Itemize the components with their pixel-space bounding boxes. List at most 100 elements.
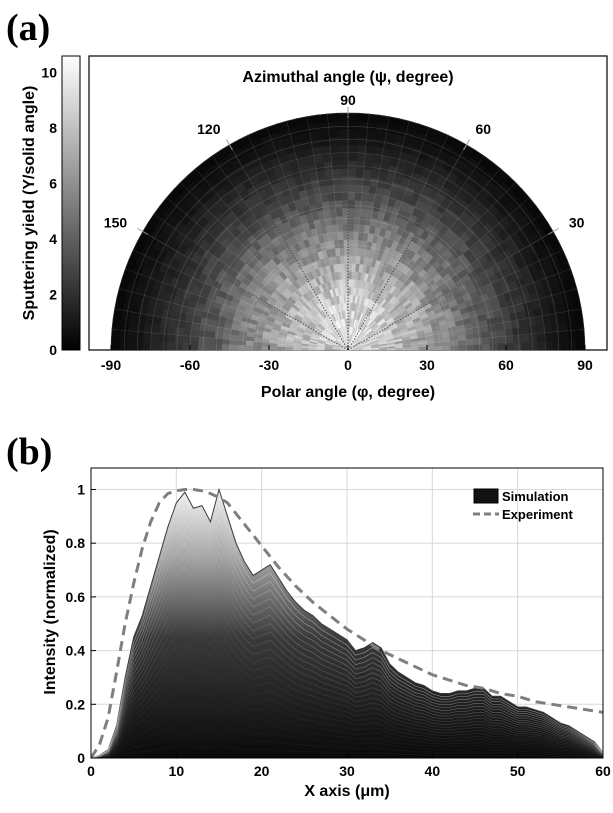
heatmap-cell: [329, 144, 340, 154]
heatmap-cell: [357, 120, 369, 130]
heatmap-ray: [347, 249, 563, 351]
heatmap-cell: [366, 121, 379, 132]
heatmap-cell: [347, 112, 359, 122]
heatmap-ring: [150, 152, 546, 351]
panel-b-y-tick-label: 1: [77, 481, 85, 497]
heatmap-cell: [358, 223, 365, 233]
heatmap-cell: [316, 348, 325, 351]
heatmap-cell: [329, 136, 340, 146]
heatmap-cell: [158, 341, 167, 351]
heatmap-ray: [180, 182, 349, 351]
heatmap-ray: [347, 155, 485, 351]
heatmap-ring: [123, 125, 573, 351]
heatmap-cell: [355, 152, 366, 162]
azimuth-spoke: [347, 144, 467, 351]
heatmap-cell: [197, 343, 207, 351]
heatmap-ring: [321, 323, 375, 351]
heatmap-cell: [359, 208, 367, 218]
panel-a-label: (a): [6, 7, 50, 49]
heatmap-cell: [341, 215, 349, 225]
simulation-contour: [91, 511, 603, 758]
heatmap-cell: [190, 329, 200, 338]
heatmap-cell: [338, 144, 349, 153]
heatmap-cell: [458, 344, 467, 351]
heatmap-ray: [347, 288, 578, 351]
colorbar-label: Sputtering yield (Y/solid angle): [21, 86, 38, 321]
heatmap-cell: [367, 113, 380, 124]
heatmap-cell: [521, 341, 531, 351]
heatmap-cell: [362, 176, 372, 186]
heatmap-cell: [333, 191, 342, 201]
heatmap-cell: [356, 136, 367, 146]
heatmap-ray: [347, 168, 501, 351]
panel-b-y-tick-label: 0.2: [66, 696, 86, 712]
heatmap-cell: [340, 191, 349, 201]
heatmap-cell: [158, 324, 169, 335]
heatmap-cell: [442, 345, 452, 351]
panel-b-x-tick-label: 30: [339, 763, 355, 779]
azimuthal-title: Azimuthal angle (ψ, degree): [242, 69, 453, 86]
heatmap-cell: [366, 129, 378, 139]
panel-b-y-label: Intensity (normalized): [42, 529, 59, 694]
colorbar-tick-label: 10: [41, 65, 57, 81]
heatmap-cell: [339, 167, 349, 177]
colorbar-tick-label: 0: [49, 342, 57, 358]
experiment-line: [91, 487, 603, 758]
heatmap-cell: [342, 223, 349, 232]
heatmap-cell: [560, 340, 570, 351]
heatmap-cell: [181, 342, 191, 351]
colorbar: 0 2 4 6 8 10 Sputtering yield (Y/solid angle): [21, 55, 81, 358]
heatmap-cell: [300, 347, 309, 351]
legend-experiment-label: Experiment: [502, 507, 573, 522]
heatmap-grid: [110, 112, 586, 351]
heatmap-cell: [276, 346, 286, 351]
heatmap-cell: [319, 137, 331, 147]
heatmap-cell: [347, 183, 356, 193]
azimuth-angle-label: 120: [197, 121, 221, 137]
panel-b-x-tick-label: 60: [595, 763, 611, 779]
simulation-texture: [91, 499, 603, 758]
heatmap-cell: [504, 328, 514, 337]
heatmap-cell: [323, 348, 333, 351]
heatmap-ray: [153, 213, 349, 351]
azimuth-angle-label: 150: [104, 215, 128, 231]
heatmap-ray: [286, 120, 349, 351]
heatmap-ray: [347, 127, 430, 351]
heatmap-cell: [357, 112, 369, 123]
simulation-contour: [91, 617, 603, 758]
heatmap-cell: [497, 342, 507, 351]
heatmap-cell: [268, 346, 278, 351]
simulation-contour: [91, 722, 603, 758]
heatmap-cell: [118, 339, 128, 351]
heatmap-cell: [166, 333, 176, 343]
simulation-contour: [91, 605, 603, 758]
simulation-contour: [91, 546, 603, 758]
panel-a-x-tick-label: 0: [344, 357, 352, 373]
heatmap-cell: [347, 254, 353, 264]
heatmap-cell: [361, 184, 370, 194]
heatmap-ray: [327, 113, 349, 351]
heatmap-ray: [347, 329, 585, 351]
heatmap-cell: [150, 323, 161, 334]
heatmap-ring: [295, 297, 401, 351]
heatmap-cell: [513, 342, 523, 351]
heatmap-ray: [347, 213, 543, 351]
heatmap-cell: [353, 199, 362, 209]
heatmap-cell: [568, 329, 578, 341]
heatmap-cell: [347, 239, 354, 248]
heatmap-cell: [150, 341, 159, 351]
simulation-contour: [91, 664, 603, 758]
heatmap-cell: [174, 326, 184, 336]
heatmap-cell: [158, 333, 168, 343]
heatmap-cell: [111, 318, 122, 331]
heatmap-cell: [552, 340, 562, 351]
heatmap-cell: [174, 334, 184, 344]
azimuth-spoke: [347, 231, 554, 351]
heatmap-cell: [182, 328, 192, 337]
heatmap-cell: [323, 168, 334, 179]
heatmap-cell: [339, 152, 349, 161]
heatmap-cell: [213, 337, 223, 345]
panel-a-x-tick-label: -90: [101, 357, 121, 373]
heatmap-ray: [347, 116, 390, 351]
